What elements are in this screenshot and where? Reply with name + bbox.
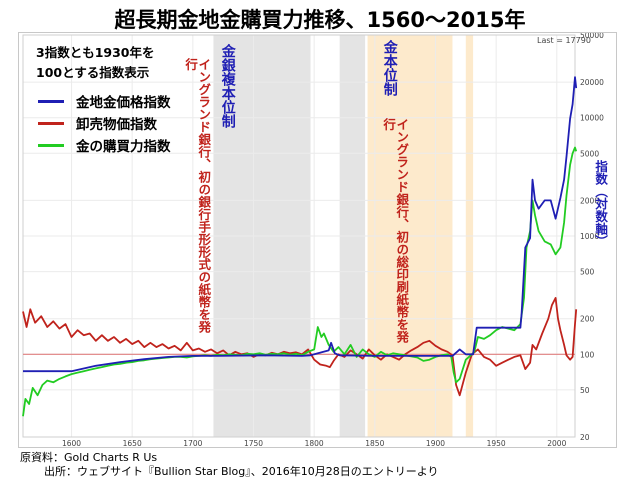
note-line-2: 100とする指数表示 <box>36 65 150 80</box>
y-axis-title: 指数（対数軸） <box>593 160 609 248</box>
annotation-bimetal: 金銀複本位制 <box>219 44 236 128</box>
annotation-boe-1694: イングランド銀行、初の銀行手形形式の紙幣を発行 <box>183 58 212 333</box>
x-tick-label-2: 1700 <box>183 439 202 447</box>
x-tick-label-6: 1900 <box>426 439 445 447</box>
legend-swatch-purchasing-power <box>38 143 64 147</box>
y-tick-label-10: 50000 <box>580 33 604 40</box>
y-tick-label-9: 20000 <box>580 78 604 87</box>
y-tick-label-3: 200 <box>580 315 595 324</box>
y-tick-label-7: 5000 <box>580 149 599 158</box>
x-tick-label-8: 2000 <box>547 439 566 447</box>
y-tick-label-0: 20 <box>580 433 590 442</box>
x-tick-label-0: 1600 <box>62 439 81 447</box>
x-tick-label-7: 1950 <box>487 439 506 447</box>
legend-label-gold-price: 金地金価格指数 <box>76 95 171 111</box>
y-tick-label-5: 1000 <box>580 232 599 241</box>
plot-border <box>22 34 576 438</box>
legend-label-purchasing-power: 金の購買力指数 <box>76 139 171 155</box>
series-lines <box>22 76 578 417</box>
y-tick-labels: 20 50 100 200 500 1000 2000 5000 10000 20000 50000 <box>580 33 604 442</box>
y-tick-label-6: 2000 <box>580 196 599 205</box>
legend-item-wholesale: 卸売物価指数 <box>38 112 171 134</box>
x-tick-label-1: 1650 <box>123 439 142 447</box>
chart-svg: 1600 1650 1700 1750 1800 1850 1900 1950 2000 20 5… <box>22 33 604 447</box>
source-note: 原資料：Gold Charts R Us <box>20 451 158 464</box>
page-title: 超長期金地金購買力推移、1560～2015年 <box>114 8 526 32</box>
credit-note: 出所：ウェブサイト『Bullion Star Blog』、2016年10月28日… <box>44 465 439 478</box>
y-tick-label-8: 10000 <box>580 114 604 123</box>
last-value-label: Last = 17790 <box>537 36 591 45</box>
x-tick-label-5: 1850 <box>365 439 384 447</box>
y-tick-label-2: 100 <box>580 350 595 359</box>
x-tick-label-4: 1800 <box>305 439 324 447</box>
annotation-gold-standard: 金本位制 <box>381 40 398 96</box>
series-line-wholesale <box>22 297 578 397</box>
x-tick-label-3: 1750 <box>244 439 263 447</box>
annotation-boe-1853: イングランド銀行、初の総印刷紙幣を発行 <box>381 118 410 343</box>
series-line-purchasing_power <box>22 146 578 417</box>
y-tick-label-1: 50 <box>580 386 590 395</box>
chart-frame: 1600 1650 1700 1750 1800 1850 1900 1950 2000 20 5… <box>18 32 617 448</box>
grid <box>22 34 576 438</box>
legend-item-purchasing-power: 金の購買力指数 <box>38 134 171 156</box>
legend-item-gold-price: 金地金価格指数 <box>38 90 171 112</box>
legend-swatch-gold-price <box>38 99 64 103</box>
series-line-gold_price <box>23 76 578 373</box>
note-line-1: 3指数とも1930年を <box>36 45 155 60</box>
legend-swatch-wholesale <box>38 121 64 125</box>
legend-label-wholesale: 卸売物価指数 <box>76 117 157 133</box>
y-tick-label-4: 500 <box>580 268 595 277</box>
x-tick-labels: 1600 1650 1700 1750 1800 1850 1900 1950 2000 <box>62 439 567 447</box>
legend: 金地金価格指数 卸売物価指数 金の購買力指数 <box>38 90 171 156</box>
